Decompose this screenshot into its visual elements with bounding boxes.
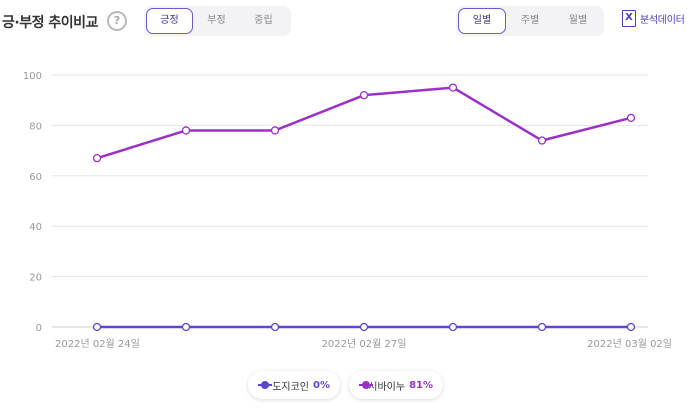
- y-tick-label: 0: [36, 323, 42, 334]
- data-point: [537, 136, 547, 145]
- data-point: [270, 322, 280, 332]
- y-tick-label: 20: [29, 273, 42, 284]
- tab-monthly[interactable]: 월별: [568, 15, 588, 26]
- data-point: [448, 322, 458, 332]
- data-point: [626, 322, 636, 332]
- y-tick-label: 80: [29, 121, 42, 132]
- y-tick-label: 60: [29, 172, 42, 183]
- tab-weekly[interactable]: 주별: [520, 15, 540, 26]
- legend-swatch: [258, 380, 273, 390]
- x-tick-label: 2022년 02월 27일: [322, 338, 407, 350]
- y-tick-label: 100: [23, 71, 42, 82]
- export-data-label: 분석데이터: [640, 15, 685, 26]
- tab-negative[interactable]: 부정: [207, 15, 226, 26]
- legend-item-shiba-inu[interactable]: 시바이누 81%: [349, 371, 443, 399]
- data-point: [359, 322, 369, 332]
- chart-header: 긍·부정 추이비교 ? 긍정 부정 중립 일별 주별 월별 X 분석데이터: [0, 0, 700, 42]
- data-point: [181, 126, 191, 135]
- legend-label: 시바이누: [368, 381, 406, 393]
- legend-item-dogecoin[interactable]: 도지코인 0%: [248, 371, 340, 399]
- x-tick-label: 2022년 03월 02일: [587, 338, 672, 350]
- page-title: 긍·부정 추이비교: [2, 15, 98, 31]
- data-point: [270, 126, 280, 135]
- help-icon[interactable]: ?: [107, 11, 127, 31]
- legend-percent: 0%: [313, 379, 330, 391]
- legend-label: 도지코인: [272, 381, 310, 393]
- sentiment-toggle: 긍정 부정 중립: [144, 6, 291, 36]
- tab-neutral[interactable]: 중립: [254, 15, 273, 26]
- export-data-button[interactable]: X 분석데이터: [622, 10, 685, 27]
- tab-positive[interactable]: 긍정: [146, 8, 193, 34]
- data-point: [359, 91, 369, 100]
- tab-daily[interactable]: 일별: [458, 8, 506, 34]
- data-point: [448, 83, 458, 92]
- y-tick-label: 40: [29, 222, 42, 233]
- legend-percent: 81%: [409, 379, 433, 391]
- period-toggle: 일별 주별 월별: [456, 6, 604, 36]
- data-point: [537, 322, 547, 332]
- x-tick-label: 2022년 02월 24일: [55, 338, 140, 350]
- excel-icon: X: [622, 10, 636, 27]
- data-point: [626, 113, 636, 122]
- data-point: [181, 322, 191, 332]
- legend-swatch: [359, 380, 375, 390]
- data-point: [92, 154, 102, 163]
- data-point: [92, 322, 102, 332]
